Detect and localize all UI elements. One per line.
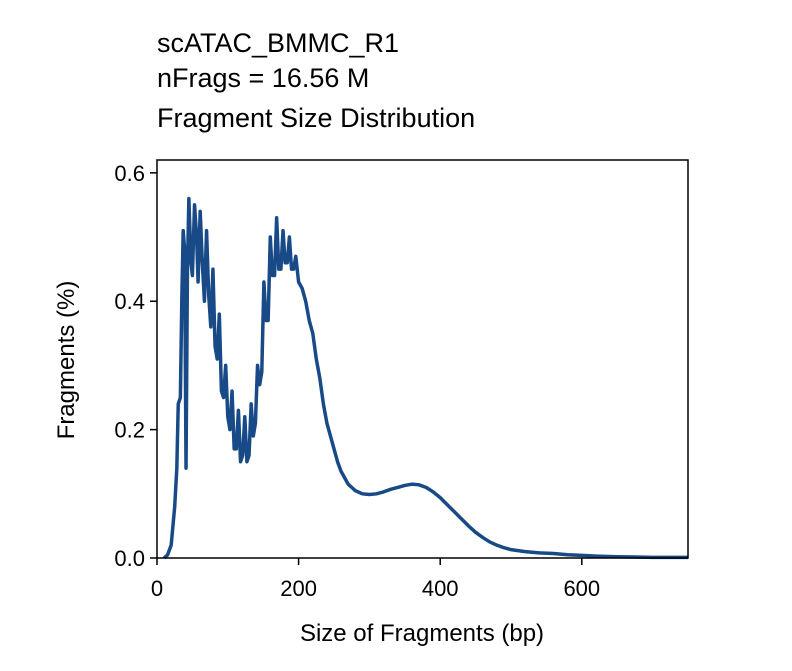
y-tick-label: 0.4	[114, 289, 145, 314]
x-tick-label: 600	[563, 576, 600, 601]
x-axis-label: Size of Fragments (bp)	[300, 620, 544, 647]
plot-frame	[156, 159, 689, 559]
y-tick-label: 0.2	[114, 418, 145, 443]
y-axis-label: Fragments (%)	[53, 281, 80, 440]
y-tick-label: 0.6	[114, 161, 145, 186]
x-tick-label: 200	[280, 576, 317, 601]
x-tick-label: 400	[422, 576, 459, 601]
y-tick-label: 0.0	[114, 546, 145, 571]
chart-title: scATAC_BMMC_R1	[157, 28, 399, 58]
chart-title: Fragment Size Distribution	[157, 103, 475, 133]
x-tick-label: 0	[151, 576, 163, 601]
data-line	[162, 196, 688, 560]
chart-title: nFrags = 16.56 M	[157, 63, 369, 93]
